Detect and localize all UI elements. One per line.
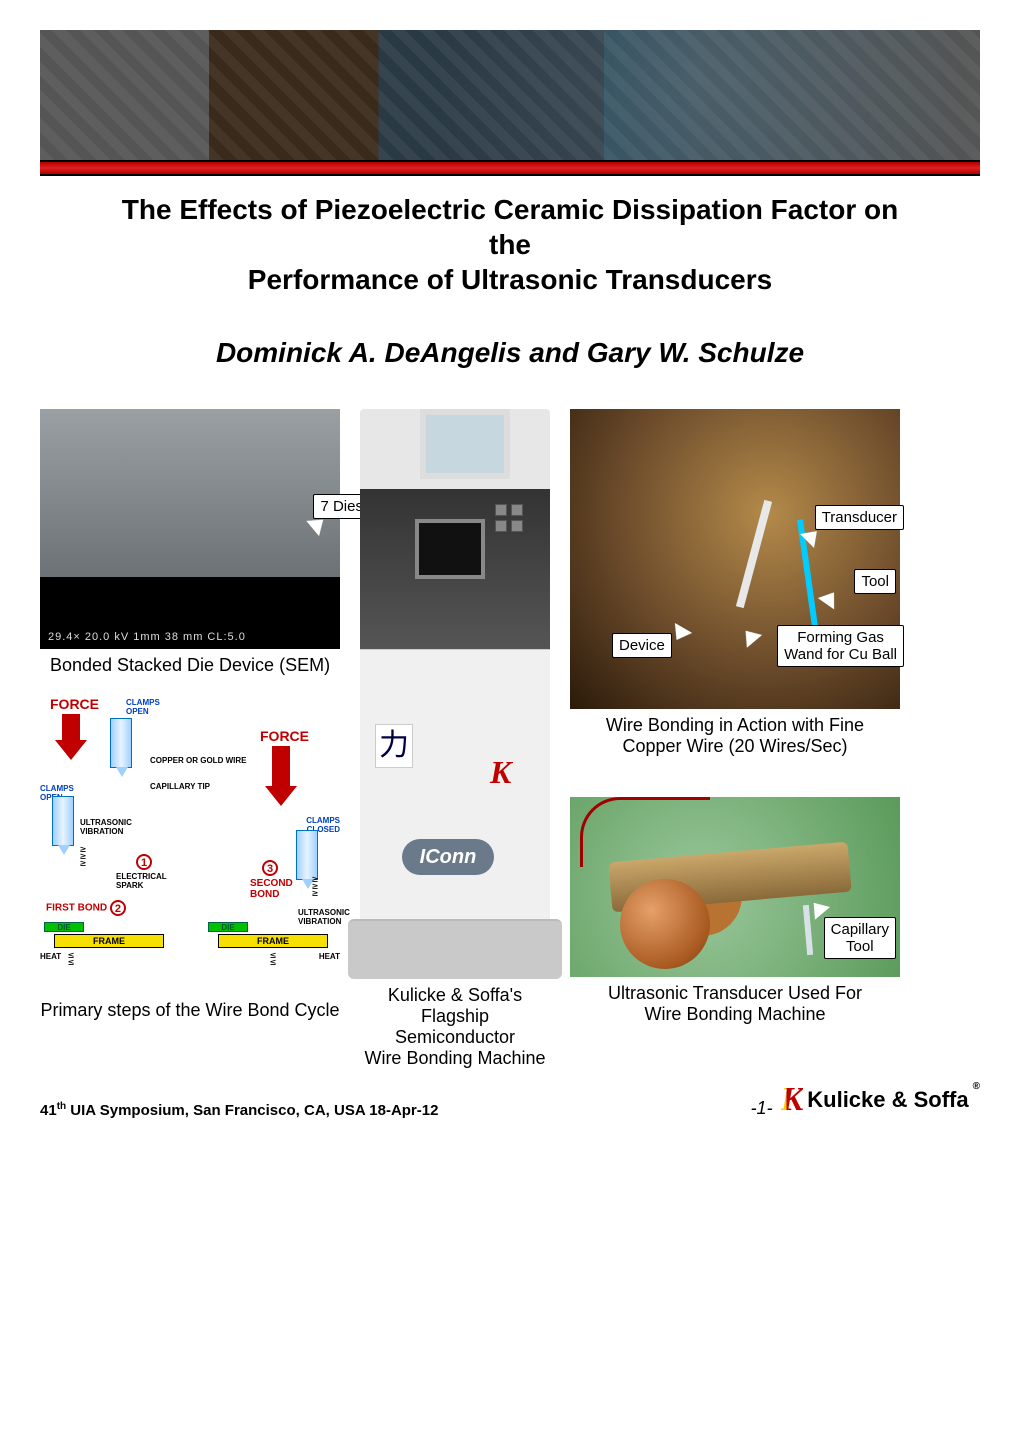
right-column: Transducer Tool Device Forming Gas Wand … <box>570 409 900 1025</box>
callout-device: Device <box>612 633 672 658</box>
step-2-icon: 2 <box>110 900 126 916</box>
die-box-left: DIE <box>44 922 84 932</box>
machine-monitor <box>420 409 510 479</box>
spring-icon-heat-left: ≤≤ <box>68 952 74 966</box>
banner <box>40 30 980 180</box>
left-column: 7 Dies 29.4× 20.0 kV 1mm 38 mm CL:5.0 Bo… <box>40 409 340 1021</box>
wire-bonding-machine-photo: 力 K IConn <box>360 409 550 979</box>
spark-label: ELECTRICAL SPARK <box>116 872 167 890</box>
die-box-right: DIE <box>208 922 248 932</box>
machine-body <box>360 649 550 919</box>
tip-label: CAPILLARY TIP <box>150 782 210 791</box>
step-3-icon: 3 <box>262 860 278 876</box>
first-bond-label: FIRST BOND 2 <box>46 900 126 916</box>
callout-forming-gas: Forming Gas Wand for Cu Ball <box>777 625 904 667</box>
frame-box-right: FRAME <box>218 934 328 948</box>
banner-image-strip <box>40 30 980 160</box>
title-line-2: Performance of Ultrasonic Transducers <box>248 264 772 295</box>
machine-panel <box>415 519 485 579</box>
transducer-caption: Ultrasonic Transducer Used For Wire Bond… <box>608 983 862 1025</box>
center-column: 力 K IConn Kulicke & Soffa's Flagship Sem… <box>360 409 550 1069</box>
callout-transducer: Transducer <box>815 505 904 530</box>
spring-icon-1: ≥≥≥ <box>80 846 86 867</box>
sem-info-bar: 29.4× 20.0 kV 1mm 38 mm CL:5.0 <box>48 631 246 643</box>
company-logo: K Kulicke & Soffa ® <box>781 1081 980 1119</box>
machine-buttons <box>495 504 523 532</box>
sem-caption: Bonded Stacked Die Device (SEM) <box>50 655 330 676</box>
sem-photo: 7 Dies 29.4× 20.0 kV 1mm 38 mm CL:5.0 <box>40 409 340 649</box>
callout-capillary-tool: Capillary Tool <box>824 917 896 959</box>
capillary-right <box>296 830 318 880</box>
footer: 41th UIA Symposium, San Francisco, CA, U… <box>40 1081 980 1119</box>
callout-pointer <box>738 624 762 648</box>
heat-label-right: HEAT <box>319 952 340 961</box>
diagram-caption: Primary steps of the Wire Bond Cycle <box>40 1000 339 1021</box>
force-arrow-left <box>62 714 80 742</box>
machine-k-logo: K <box>490 754 511 791</box>
second-bond-label: SECOND BOND <box>250 878 293 900</box>
title-line-1: The Effects of Piezoelectric Ceramic Dis… <box>122 194 898 260</box>
ultrasonic-label: ULTRASONIC VIBRATION <box>80 818 132 836</box>
force-label-left: FORCE <box>50 696 99 712</box>
force-arrow-right <box>272 746 290 788</box>
authors: Dominick A. DeAngelis and Gary W. Schulz… <box>40 337 980 369</box>
machine-kanji: 力 <box>375 724 413 768</box>
machine-base <box>348 919 562 979</box>
capillary-bottom-left <box>52 796 74 846</box>
footer-conference: 41th UIA Symposium, San Francisco, CA, U… <box>40 1101 438 1119</box>
wire-bonding-action-photo: Transducer Tool Device Forming Gas Wand … <box>570 409 900 709</box>
clamps-open-label: CLAMPS OPEN <box>126 698 160 716</box>
spring-icon-2: ≥≥≥ <box>312 876 318 897</box>
capillary-left <box>110 718 132 768</box>
iconn-badge: IConn <box>402 839 494 875</box>
spring-icon-heat-right: ≤≤ <box>270 952 276 966</box>
k-logo-icon: K <box>781 1081 804 1119</box>
heat-label-left: HEAT <box>40 952 61 961</box>
frame-box-left: FRAME <box>54 934 164 948</box>
penny-coin <box>620 879 710 969</box>
page-number: -1- <box>751 1098 773 1119</box>
wire-bond-cycle-diagram: FORCE CLAMPS OPEN CLAMPS OPEN ULTRASONIC… <box>40 696 340 996</box>
machine-caption: Kulicke & Soffa's Flagship Semiconductor… <box>360 985 550 1069</box>
transducer-shaft <box>736 500 772 608</box>
callout-pointer <box>818 587 842 610</box>
transducer-photo: Capillary Tool <box>570 797 900 977</box>
callout-tool: Tool <box>854 569 896 594</box>
bonding-caption: Wire Bonding in Action with Fine Copper … <box>606 715 864 757</box>
wire-label: COPPER OR GOLD WIRE <box>150 756 246 765</box>
ultrasonic-label-2: ULTRASONIC VIBRATION <box>298 908 350 926</box>
banner-red-bar <box>40 160 980 176</box>
step-1-icon: 1 <box>136 854 152 870</box>
page-title: The Effects of Piezoelectric Ceramic Dis… <box>100 192 920 297</box>
force-label-right: FORCE <box>260 728 309 744</box>
